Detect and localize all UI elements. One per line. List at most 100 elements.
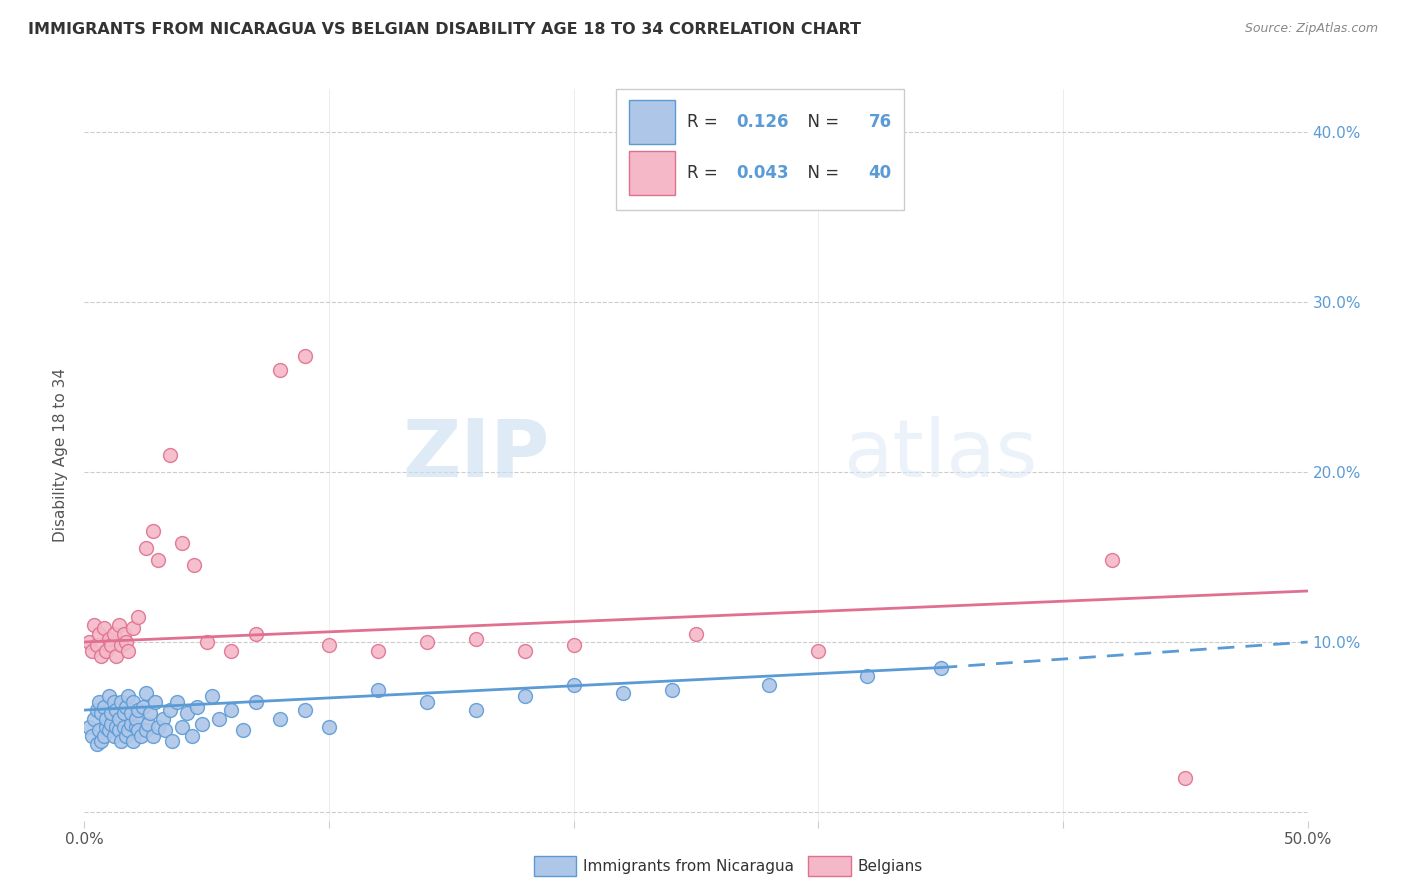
Point (219, 643, 242, 657)
Point (612, 686, 634, 700)
Point (127, 609, 149, 624)
Point (232, 723, 254, 738)
Text: 0.126: 0.126 (737, 113, 789, 131)
Point (77, 635, 100, 649)
Point (153, 723, 176, 738)
Point (86, 639, 108, 653)
Point (416, 635, 439, 649)
Point (105, 648, 128, 663)
Point (562, 639, 585, 653)
Point (86, 703, 108, 717)
Point (685, 626, 707, 640)
Text: R =: R = (688, 164, 724, 182)
Text: 0.043: 0.043 (737, 164, 789, 182)
Point (110, 639, 132, 653)
Point (96, 643, 118, 657)
Point (96, 712, 118, 726)
Point (93, 699, 115, 714)
Point (245, 626, 267, 640)
Y-axis label: Disability Age 18 to 34: Disability Age 18 to 34 (53, 368, 69, 542)
Point (93, 729, 115, 743)
Point (513, 643, 536, 657)
Point (112, 706, 135, 721)
Point (87, 695, 110, 709)
Point (562, 677, 585, 691)
Text: ZIP: ZIP (402, 416, 550, 494)
Point (367, 643, 389, 657)
Point (112, 720, 135, 734)
Point (135, 541, 157, 556)
Point (87, 723, 110, 738)
Point (146, 553, 169, 567)
Point (1174, 771, 1197, 785)
Point (269, 363, 291, 377)
Point (136, 716, 159, 731)
Point (135, 686, 157, 700)
Point (80, 643, 103, 657)
Point (367, 682, 389, 697)
Point (115, 635, 138, 649)
Point (127, 723, 149, 738)
FancyBboxPatch shape (628, 152, 675, 195)
Text: atlas: atlas (842, 416, 1038, 494)
Text: 40: 40 (869, 164, 891, 182)
Point (117, 723, 139, 738)
Point (97, 723, 120, 738)
Point (166, 695, 188, 709)
Point (103, 729, 125, 743)
Point (100, 706, 122, 721)
Point (117, 690, 139, 704)
Point (195, 635, 218, 649)
Point (125, 712, 148, 726)
Point (186, 699, 208, 714)
Point (191, 716, 214, 731)
Point (142, 729, 165, 743)
Point (758, 677, 780, 691)
Point (97, 690, 120, 704)
FancyBboxPatch shape (628, 100, 675, 145)
Point (107, 712, 129, 726)
Point (129, 729, 152, 743)
Point (294, 703, 316, 717)
Point (83, 618, 105, 632)
Point (318, 639, 340, 653)
Point (294, 349, 316, 363)
Point (100, 639, 122, 653)
Point (122, 695, 145, 709)
Point (142, 524, 165, 539)
Point (107, 723, 129, 738)
Point (120, 716, 142, 731)
Text: 76: 76 (869, 113, 891, 131)
Point (105, 703, 128, 717)
Point (807, 643, 830, 657)
Point (107, 618, 129, 632)
Text: IMMIGRANTS FROM NICARAGUA VS BELGIAN DISABILITY AGE 18 TO 34 CORRELATION CHART: IMMIGRANTS FROM NICARAGUA VS BELGIAN DIS… (28, 22, 860, 37)
Point (176, 706, 198, 721)
Point (96, 720, 118, 734)
Point (200, 690, 222, 704)
Point (127, 703, 149, 717)
Point (416, 695, 439, 709)
Point (181, 729, 204, 743)
Point (100, 716, 122, 731)
Point (103, 695, 125, 709)
Point (183, 558, 205, 573)
Point (110, 733, 132, 747)
Point (1101, 553, 1123, 567)
Point (90, 733, 112, 747)
Point (103, 626, 125, 640)
Point (80, 729, 103, 743)
Point (143, 695, 166, 709)
Point (159, 448, 181, 462)
Point (135, 723, 157, 738)
Point (172, 720, 194, 734)
Point (115, 699, 138, 714)
Point (112, 626, 135, 640)
Point (115, 729, 138, 743)
Point (120, 706, 142, 721)
Text: N =: N = (797, 113, 845, 131)
FancyBboxPatch shape (616, 89, 904, 210)
Text: Belgians: Belgians (858, 859, 922, 873)
Point (105, 720, 128, 734)
Point (929, 660, 952, 674)
